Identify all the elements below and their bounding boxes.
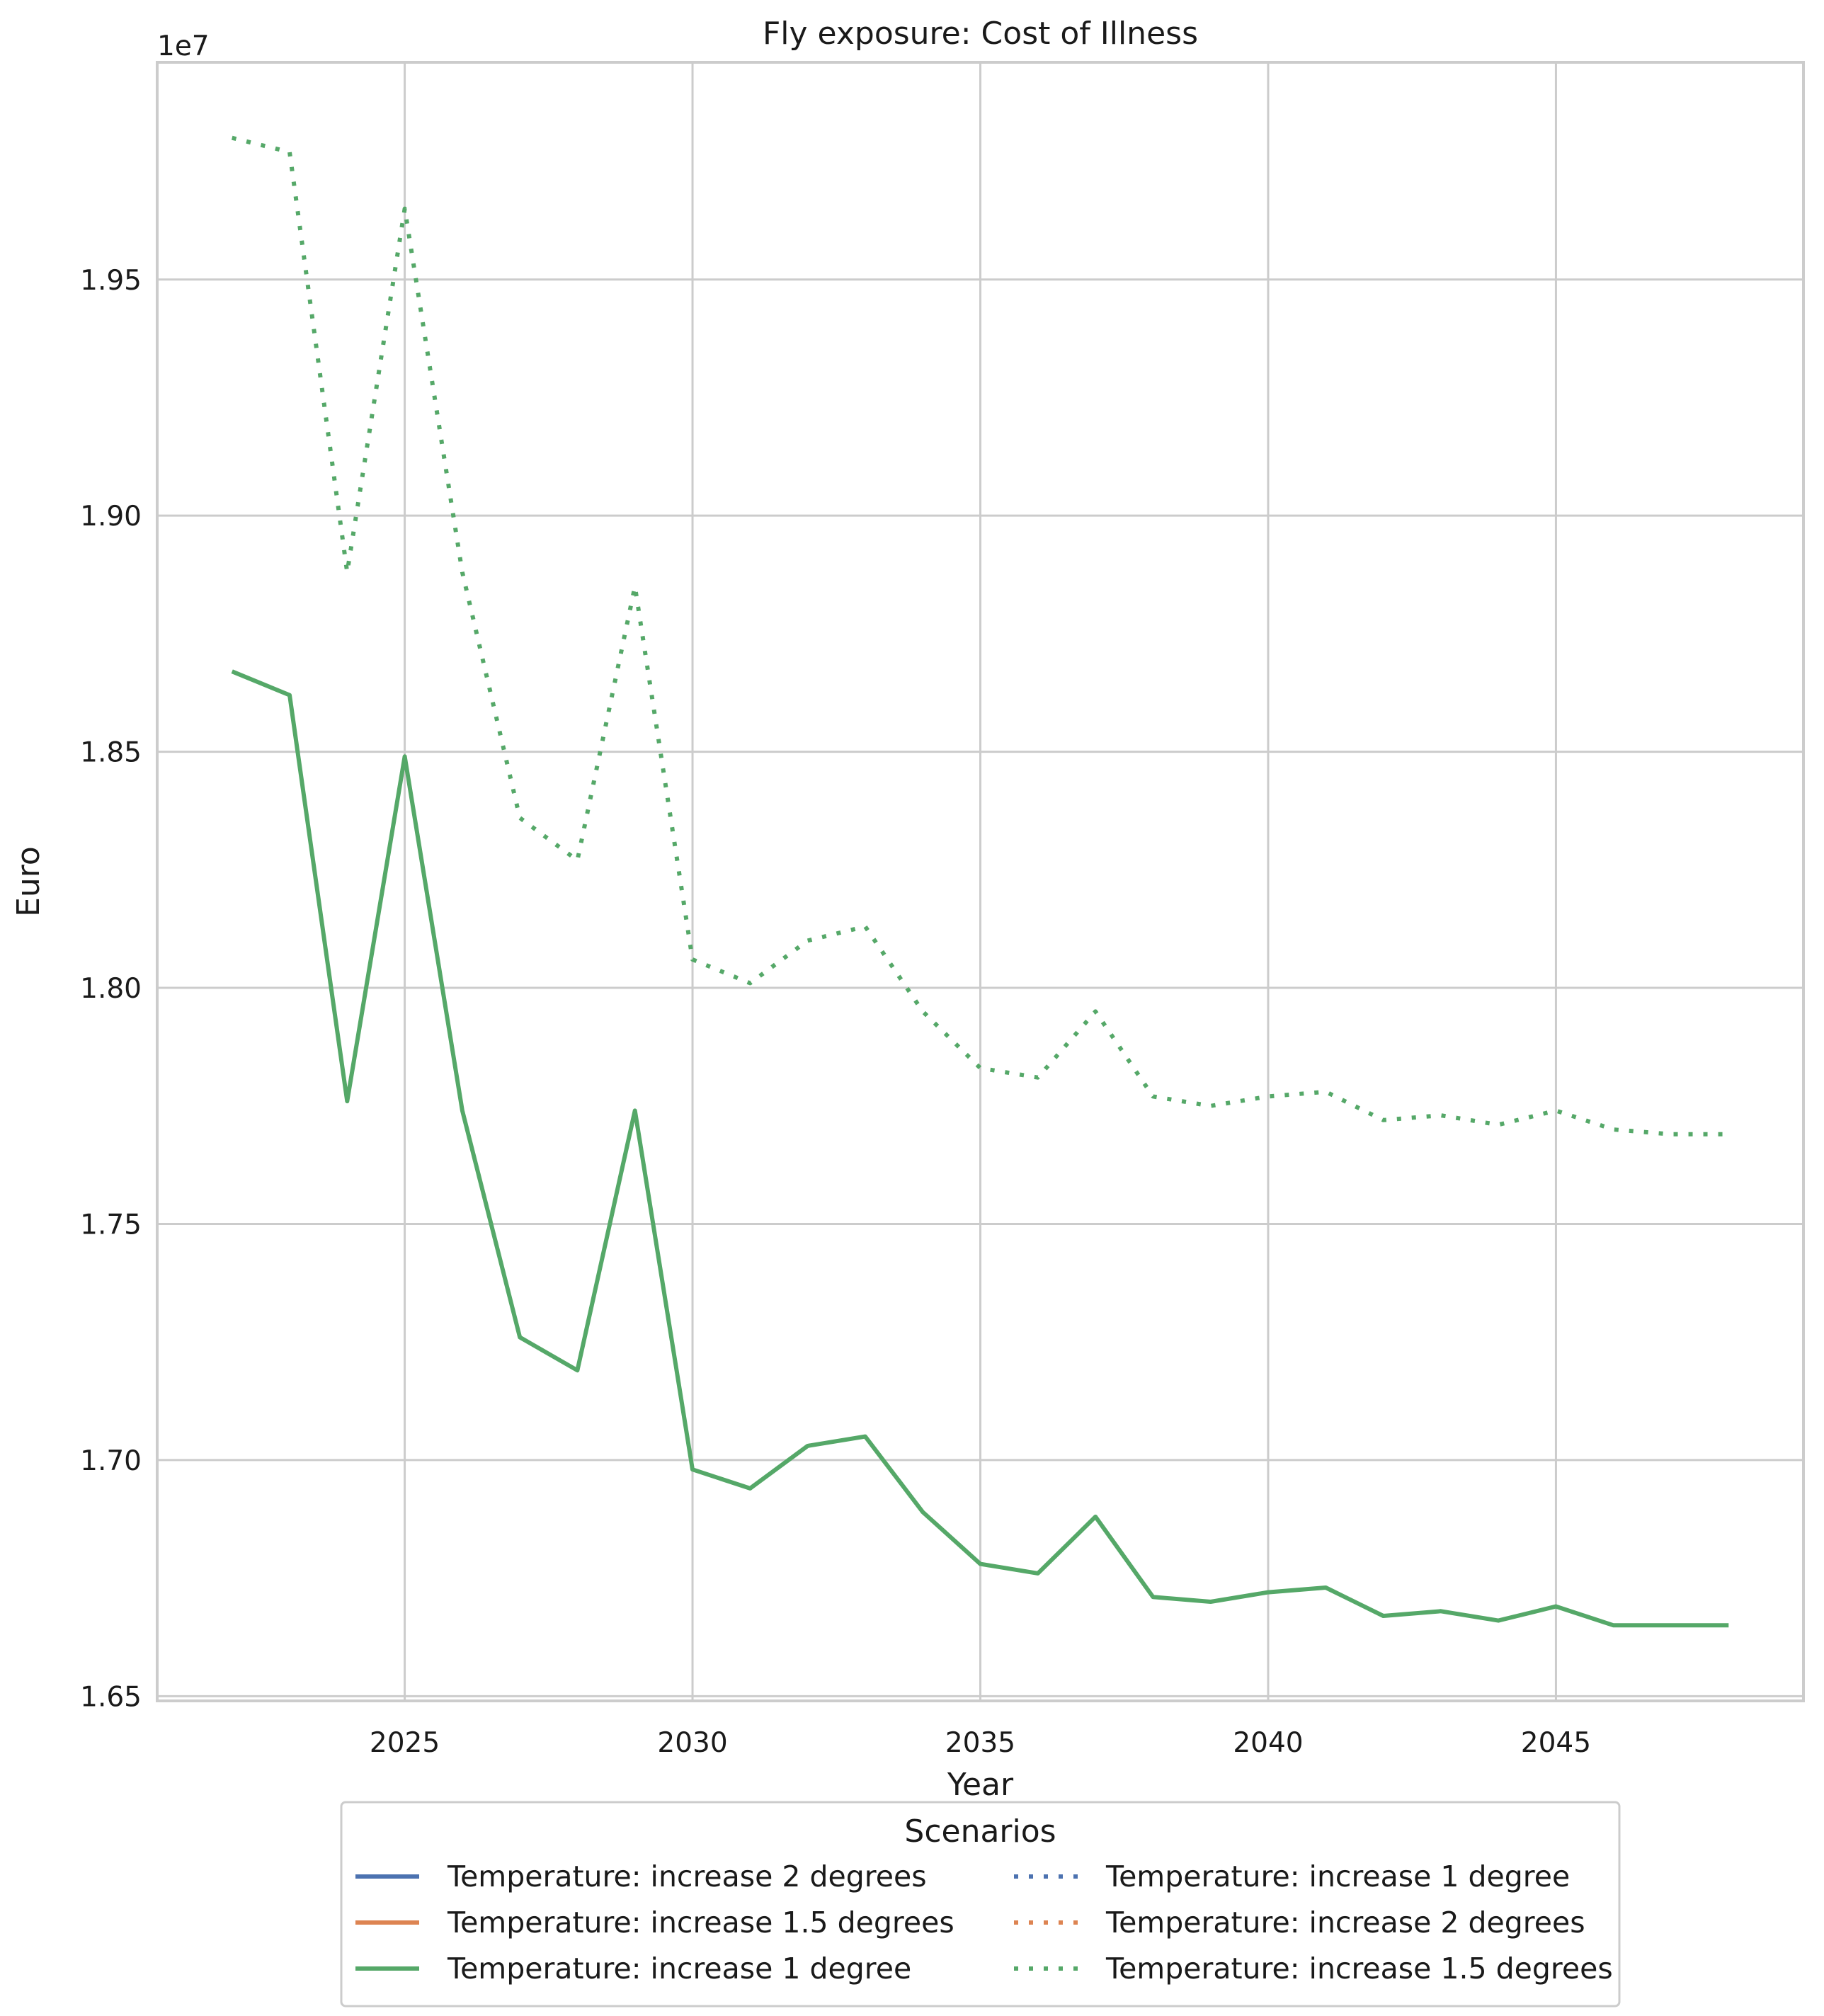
legend-label: Temperature: increase 1 degree bbox=[447, 1952, 911, 1986]
legend-entry: Temperature: increase 1 degree bbox=[355, 1952, 911, 1986]
legend-label: Temperature: increase 2 degrees bbox=[1105, 1906, 1585, 1940]
plot-frame bbox=[156, 61, 1805, 1702]
y-tick-label: 1.80 bbox=[80, 973, 142, 1005]
grid bbox=[157, 62, 1803, 1701]
legend-entry: Temperature: increase 1.5 degrees bbox=[1014, 1952, 1613, 1986]
y-tick-label: 1.75 bbox=[80, 1209, 142, 1241]
y-tick-label: 1.70 bbox=[80, 1445, 142, 1477]
legend-label: Temperature: increase 1 degree bbox=[1105, 1860, 1570, 1893]
y-tick-label: 1.95 bbox=[80, 265, 142, 297]
chart-title: Fly exposure: Cost of Illness bbox=[763, 16, 1198, 52]
legend-entry: Temperature: increase 1 degree bbox=[1014, 1860, 1570, 1893]
legend-entry: Temperature: increase 1.5 degrees bbox=[355, 1906, 954, 1940]
legend-label: Temperature: increase 1.5 degrees bbox=[447, 1906, 954, 1940]
y-axis-label: Euro bbox=[11, 846, 47, 917]
series-lines bbox=[231, 135, 1729, 1628]
y-axis-offset-label: 1e7 bbox=[157, 30, 210, 62]
y-tick-label: 1.90 bbox=[80, 501, 142, 533]
x-tick-label: 2025 bbox=[370, 1727, 440, 1759]
x-tick-label: 2030 bbox=[657, 1727, 727, 1759]
y-tick-label: 1.85 bbox=[80, 737, 142, 769]
x-tick-label: 2040 bbox=[1233, 1727, 1303, 1759]
x-tick-label: 2035 bbox=[945, 1727, 1015, 1759]
legend-entry: Temperature: increase 2 degrees bbox=[1014, 1906, 1585, 1940]
legend-label: Temperature: increase 1.5 degrees bbox=[1105, 1952, 1613, 1986]
legend-box bbox=[340, 1801, 1621, 2008]
legend-entry: Temperature: increase 2 degrees bbox=[355, 1860, 927, 1893]
legend-title: Scenarios bbox=[904, 1813, 1056, 1850]
y-tick-label: 1.65 bbox=[80, 1681, 142, 1713]
tick-labels: 2025 2030 2035 2040 2045 1.65 1.70 1.75 1.80 1.85… bbox=[80, 265, 1591, 1759]
x-tick-label: 2045 bbox=[1521, 1727, 1591, 1759]
legend-entries: Temperature: increase 2 degrees Temperatu… bbox=[355, 1860, 1613, 1986]
series-line-solid bbox=[231, 669, 1729, 1628]
legend: Scenarios Temperature: increase 2 degree… bbox=[340, 1801, 1621, 2008]
legend-label: Temperature: increase 2 degrees bbox=[447, 1860, 927, 1893]
x-axis-label: Year bbox=[947, 1767, 1014, 1803]
